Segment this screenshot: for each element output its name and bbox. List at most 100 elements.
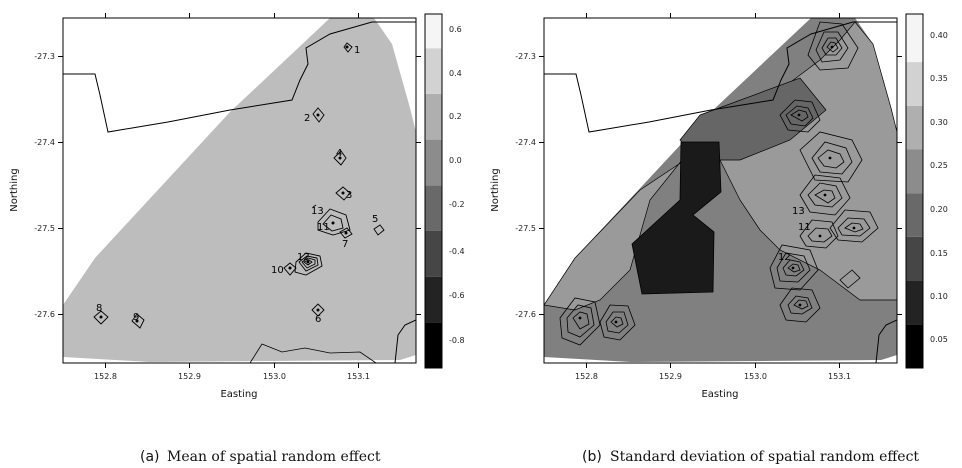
- panel-a-coastline-island: [249, 343, 377, 363]
- y-tick-label: -27.4: [34, 138, 55, 147]
- site-label: 8: [96, 303, 102, 314]
- colorbar-tick-label: 0.0: [449, 156, 462, 165]
- colorbar-band: [906, 14, 923, 63]
- colorbar-band: [425, 322, 442, 368]
- panel-b-colorbar-ticks: 0.40 0.35 0.30 0.25 0.20 0.15 0.10 0.05: [930, 31, 948, 344]
- site-label: 3: [346, 190, 352, 201]
- panel-b-colorbar: [906, 14, 923, 368]
- panel-a-caption: Mean of spatial random effect: [167, 449, 381, 465]
- colorbar-tick-label: -0.6: [449, 291, 465, 300]
- colorbar-tick-label: 0.15: [930, 249, 948, 258]
- site-label: 12: [297, 252, 310, 263]
- panel-b: 13 11 12 152.8 152.9 153.0 153.1 Easting…: [490, 13, 948, 465]
- y-tick-label: -27.3: [515, 52, 536, 61]
- panel-b-coastline: [544, 21, 897, 133]
- colorbar-tick-label: 0.25: [930, 161, 948, 170]
- colorbar-tick-label: 0.05: [930, 335, 948, 344]
- panel-a-colorbar: [425, 14, 442, 368]
- x-axis-label: Easting: [220, 389, 257, 400]
- site-label: 2: [304, 113, 310, 124]
- colorbar-band: [425, 48, 442, 94]
- y-tick-label: -27.5: [34, 224, 55, 233]
- colorbar-tick-label: 0.30: [930, 118, 948, 127]
- panel-b-x-axis: [586, 13, 840, 368]
- panel-a-colorbar-frame: [424, 13, 443, 369]
- site-label: 11: [317, 222, 330, 233]
- colorbar-tick-label: 0.20: [930, 205, 948, 214]
- site-label: 12: [778, 252, 791, 263]
- x-tick-label: 152.8: [94, 372, 117, 381]
- colorbar-tick-label: -0.8: [449, 336, 465, 345]
- panel-a-site-labels: 1 2 4 3 5 13 11 7 12 10 8 9 6: [96, 45, 378, 325]
- panel-b-dark-blob: [631, 141, 722, 295]
- panel-a-contours: [93, 42, 385, 329]
- site-label: 4: [336, 148, 342, 159]
- x-tick-label: 152.9: [659, 372, 682, 381]
- colorbar-band: [425, 185, 442, 231]
- panel-a-colorbar-ticks: 0.6 0.4 0.2 0.0 -0.2 -0.4 -0.6 -0.8: [449, 25, 465, 345]
- site-label: 10: [271, 265, 284, 276]
- colorbar-band: [906, 105, 923, 150]
- colorbar-band: [425, 139, 442, 186]
- colorbar-tick-label: 0.35: [930, 74, 948, 83]
- panel-b-colorbar-frame: [905, 13, 924, 369]
- x-tick-label: 152.9: [178, 372, 201, 381]
- colorbar-tick-label: 0.6: [449, 25, 462, 34]
- y-tick-label: -27.6: [515, 310, 536, 319]
- site-label: 9: [133, 312, 139, 323]
- y-tick-label: -27.3: [34, 52, 55, 61]
- panel-a-site-markers: [99, 45, 349, 323]
- panel-b-coastline-south: [875, 319, 897, 363]
- x-tick-label: 153.0: [263, 372, 286, 381]
- colorbar-band: [906, 236, 923, 281]
- panel-a-region: [63, 18, 416, 362]
- site-label: 5: [372, 214, 378, 225]
- site-label: 13: [311, 206, 324, 217]
- site-label: 7: [342, 239, 348, 250]
- site-label: 11: [798, 222, 811, 233]
- panel-b-letter: (b): [582, 449, 602, 465]
- panel-a-coastline: [63, 21, 416, 133]
- colorbar-band: [906, 62, 923, 106]
- panel-b-caption: Standard deviation of spatial random eff…: [610, 449, 919, 465]
- panel-b-site-labels: 13 11 12: [778, 206, 811, 263]
- colorbar-band: [906, 324, 923, 368]
- colorbar-band: [906, 193, 923, 237]
- panel-a-coastline-south: [394, 319, 416, 363]
- colorbar-band: [425, 14, 442, 49]
- x-axis-label: Easting: [701, 389, 738, 400]
- colorbar-tick-label: 0.2: [449, 112, 462, 121]
- colorbar-band: [425, 230, 442, 277]
- y-tick-label: -27.5: [515, 224, 536, 233]
- panel-a-frame: [62, 17, 417, 364]
- y-tick-label: -27.4: [515, 138, 536, 147]
- panel-a-letter: (a): [140, 449, 160, 465]
- panel-b-contours: [559, 21, 879, 346]
- colorbar-tick-label: -0.2: [449, 200, 465, 209]
- x-tick-label: 152.8: [575, 372, 598, 381]
- colorbar-band: [906, 149, 923, 194]
- panel-b-frame: [543, 17, 898, 364]
- y-axis-label: Northing: [9, 168, 20, 211]
- panel-a-y-axis: [58, 56, 421, 315]
- colorbar-tick-label: 0.4: [449, 69, 462, 78]
- site-label: 1: [354, 45, 360, 56]
- colorbar-tick-label: 0.40: [930, 31, 948, 40]
- panel-b-y-axis: [539, 56, 902, 315]
- colorbar-tick-label: 0.10: [930, 292, 948, 301]
- x-tick-label: 153.1: [347, 372, 370, 381]
- panel-a-x-axis: [105, 13, 359, 368]
- colorbar-tick-label: -0.4: [449, 247, 465, 256]
- x-tick-label: 153.1: [828, 372, 851, 381]
- colorbar-band: [425, 276, 442, 323]
- y-axis-label: Northing: [490, 168, 501, 211]
- panel-b-site-markers: [578, 45, 856, 324]
- panel-a: 1 2 4 3 5 13 11 7 12 10 8 9 6 152.8 152.…: [9, 13, 465, 465]
- colorbar-band: [425, 93, 442, 140]
- y-tick-label: -27.6: [34, 310, 55, 319]
- colorbar-band: [906, 280, 923, 325]
- site-label: 13: [792, 206, 805, 217]
- x-tick-label: 153.0: [744, 372, 767, 381]
- site-label: 6: [315, 314, 321, 325]
